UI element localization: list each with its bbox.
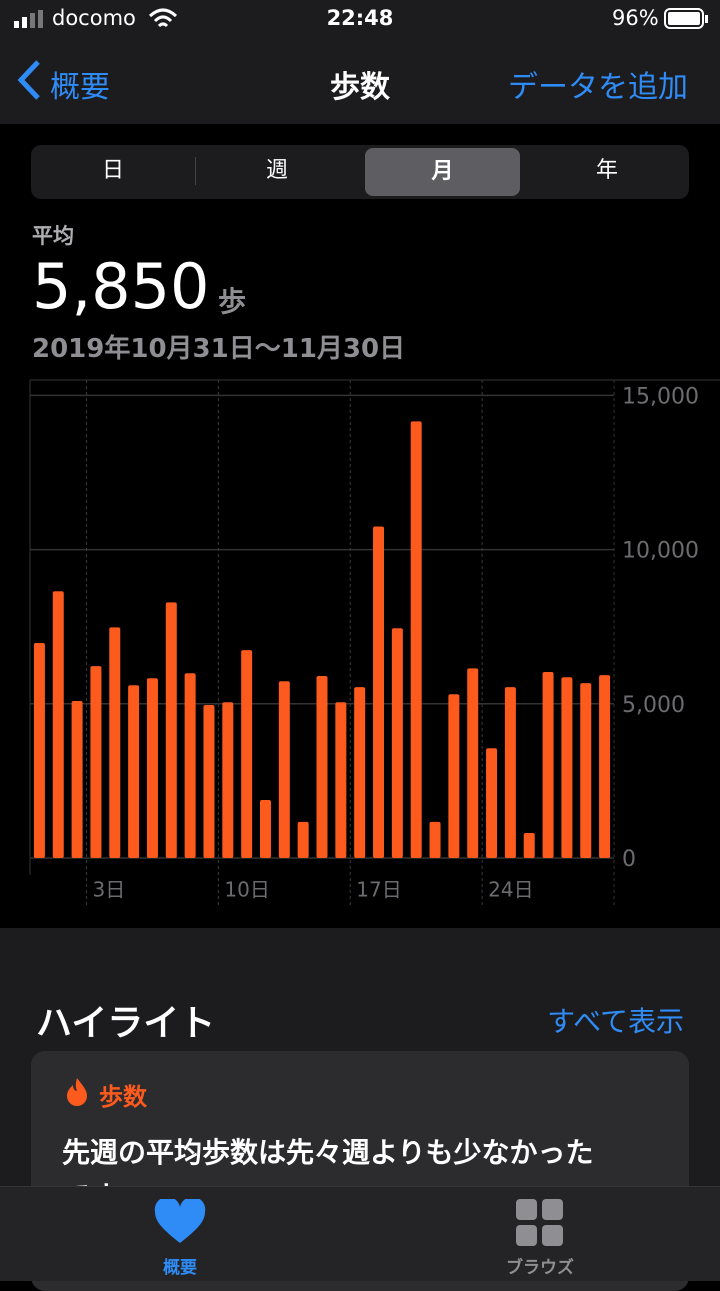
back-chevron[interactable] <box>16 60 42 100</box>
bar <box>165 602 177 858</box>
bar <box>354 687 366 858</box>
nav-title: 歩数 <box>330 70 390 105</box>
signal-icon <box>14 10 43 28</box>
back-button[interactable]: 概要 <box>50 70 110 105</box>
flame-icon <box>67 1078 87 1106</box>
segment[interactable]: 年 <box>595 158 618 183</box>
bar <box>90 666 102 858</box>
segment[interactable]: 週 <box>265 158 288 183</box>
average-value: 5,850 <box>32 250 210 323</box>
bar <box>410 421 422 858</box>
bar <box>335 702 347 858</box>
bar <box>241 650 253 858</box>
clock: 22:48 <box>326 6 394 30</box>
bar <box>373 526 385 858</box>
battery-text: 96% <box>612 6 659 30</box>
card-title: 歩数 <box>99 1083 147 1111</box>
y-tick-label: 5,000 <box>622 693 685 718</box>
tab-icon-summary[interactable] <box>154 1199 206 1245</box>
show-all-button[interactable]: すべて表示 <box>547 1005 684 1038</box>
average-label: 平均 <box>32 224 74 248</box>
carrier: docomo <box>52 6 136 30</box>
bar <box>71 701 83 858</box>
y-tick-label: 10,000 <box>622 539 699 564</box>
bar <box>184 673 196 858</box>
bar <box>429 821 441 858</box>
tab-label[interactable]: ブラウズ <box>506 1258 574 1278</box>
bar <box>222 702 234 858</box>
bar <box>203 705 215 858</box>
bar <box>391 628 403 858</box>
x-tick-label: 10日 <box>224 878 269 902</box>
x-tick-label: 24日 <box>488 878 533 902</box>
segment[interactable]: 日 <box>101 158 124 183</box>
bar <box>259 800 271 858</box>
segment-selected[interactable]: 月 <box>365 148 520 196</box>
bar <box>33 643 45 858</box>
bar <box>523 833 535 858</box>
segment-divider <box>195 157 196 185</box>
bar <box>580 683 592 858</box>
highlights-title: ハイライト <box>36 1003 216 1044</box>
bar <box>542 672 554 858</box>
bar <box>561 677 573 858</box>
bar <box>504 687 516 858</box>
tab-bar: 概要 ブラウズ <box>0 1186 720 1281</box>
bar <box>599 675 611 858</box>
tab-label[interactable]: 概要 <box>163 1258 197 1278</box>
add-data-button[interactable]: データを追加 <box>508 70 688 105</box>
header: docomo 22:48 96% 概要 歩数 データを追加 <box>0 0 720 124</box>
bar <box>128 685 140 858</box>
bar <box>316 676 328 858</box>
tab-icon-browse[interactable] <box>516 1199 564 1247</box>
chart: 0 5,000 10,000 15,000 3日 10日 17日 24日 <box>29 379 720 905</box>
battery-icon <box>664 8 708 29</box>
x-tick-label: 17日 <box>356 878 401 902</box>
bar <box>448 694 460 858</box>
bar <box>467 668 479 858</box>
average-unit: 歩 <box>218 285 247 318</box>
bar <box>278 681 290 858</box>
y-tick-label: 0 <box>622 847 636 872</box>
segmented-control: 日 週 月 年 <box>31 145 689 199</box>
bar <box>297 821 309 858</box>
y-tick-label: 15,000 <box>622 384 699 409</box>
bar <box>486 748 498 858</box>
bar <box>109 627 121 858</box>
date-range: 2019年10月31日〜11月30日 <box>32 334 406 364</box>
bar <box>52 591 64 858</box>
wifi-icon <box>148 8 178 28</box>
bar <box>146 678 158 858</box>
x-tick-label: 3日 <box>93 878 126 902</box>
